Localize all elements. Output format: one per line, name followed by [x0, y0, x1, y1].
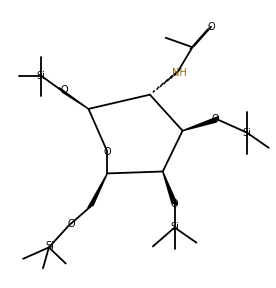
- Text: O: O: [104, 147, 111, 157]
- Text: O: O: [61, 85, 68, 95]
- Text: Si: Si: [242, 128, 251, 138]
- Polygon shape: [88, 173, 107, 208]
- Text: NH: NH: [172, 68, 187, 78]
- Polygon shape: [182, 117, 218, 131]
- Text: Si: Si: [36, 71, 46, 81]
- Text: O: O: [208, 22, 215, 32]
- Polygon shape: [163, 172, 177, 205]
- Polygon shape: [59, 88, 89, 109]
- Text: Si: Si: [170, 223, 179, 232]
- Text: O: O: [211, 114, 219, 124]
- Text: O: O: [68, 219, 76, 229]
- Text: O: O: [171, 199, 179, 209]
- Text: Si: Si: [46, 241, 54, 251]
